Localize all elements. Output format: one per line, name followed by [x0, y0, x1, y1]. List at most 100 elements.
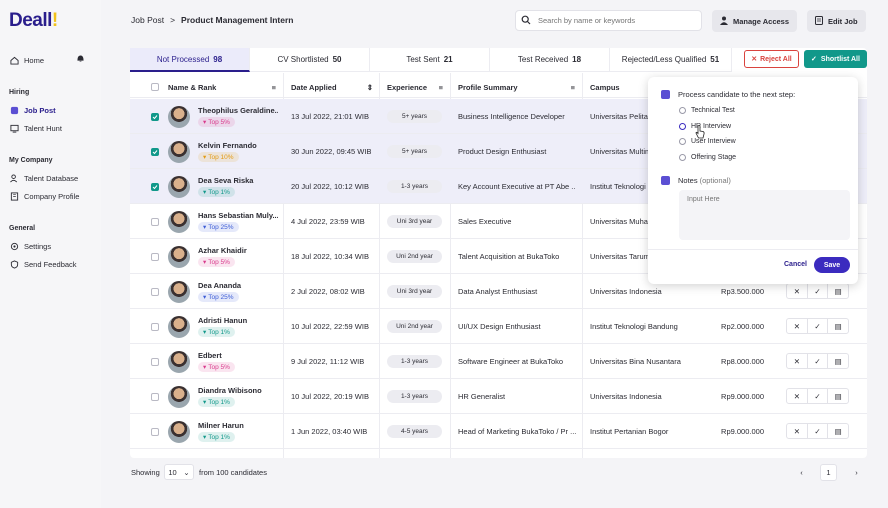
reject-candidate-button[interactable]: ✕ [787, 284, 808, 298]
candidate-name[interactable]: Dea Ananda [198, 281, 242, 290]
filter-icon[interactable]: ≡ [570, 82, 575, 92]
view-document-button[interactable]: ▤ [828, 284, 848, 298]
page-number-button[interactable]: 1 [820, 464, 837, 481]
shortlist-candidate-button[interactable]: ✓ [808, 389, 829, 403]
shortlist-all-button[interactable]: ✓ Shortlist All [804, 50, 867, 68]
option-offering-stage[interactable]: Offering Stage [679, 152, 736, 162]
avatar[interactable] [168, 245, 190, 268]
notes-input[interactable] [679, 190, 850, 240]
shortlist-candidate-button[interactable]: ✓ [808, 319, 829, 333]
row-checkbox[interactable] [151, 217, 159, 226]
avatar[interactable] [168, 420, 190, 443]
view-document-button[interactable]: ▤ [828, 354, 848, 368]
option-technical-test[interactable]: Technical Test [679, 105, 735, 115]
table-row[interactable]: Diandra Wibisono ▾ Top 1% 10 Jul 2022, 20… [130, 379, 867, 414]
radio-button[interactable] [679, 106, 686, 114]
reject-candidate-button[interactable]: ✕ [787, 424, 808, 438]
cancel-button[interactable]: Cancel [784, 261, 807, 268]
select-all-checkbox[interactable] [151, 83, 159, 91]
radio-button[interactable] [679, 122, 686, 130]
avatar[interactable] [168, 280, 190, 303]
candidate-name[interactable]: Adristi Hanun [198, 316, 248, 325]
row-checkbox[interactable] [151, 392, 159, 401]
avatar[interactable] [168, 140, 190, 163]
view-document-button[interactable]: ▤ [828, 389, 848, 403]
tab-cv-shortlisted[interactable]: CV Shortlisted 50 [250, 48, 370, 72]
option-hr-interview[interactable]: HR Interview [679, 121, 731, 131]
row-checkbox[interactable] [151, 357, 159, 366]
view-document-button[interactable]: ▤ [828, 319, 848, 333]
table-row[interactable]: Dea Ananda ▾ Top 25% 2 Jul 2022, 08:02 WI… [130, 274, 867, 309]
breadcrumb-root[interactable]: Job Post [131, 15, 165, 25]
candidate-name[interactable]: Edbert [198, 351, 222, 360]
candidate-name[interactable]: Diandra Wibisono [198, 386, 262, 395]
shortlist-candidate-button[interactable]: ✓ [808, 354, 829, 368]
table-row[interactable]: Edbert ▾ Top 5% 9 Jul 2022, 11:12 WIB 1-3… [130, 344, 867, 379]
manage-access-button[interactable]: Manage Access [712, 10, 798, 32]
column-name-rank[interactable]: Name & Rank ≡ [168, 76, 276, 98]
column-profile-summary[interactable]: Profile Summary ≡ [458, 76, 575, 98]
sidebar-item-home[interactable]: Home [9, 54, 44, 66]
radio-button[interactable] [679, 137, 686, 145]
reject-all-button[interactable]: ✕ Reject All [744, 50, 799, 68]
row-checkbox[interactable] [151, 112, 159, 121]
sidebar-item-talent-hunt[interactable]: Talent Hunt [9, 122, 62, 134]
candidate-name[interactable]: Hans Sebastian Muly... [198, 211, 278, 220]
sidebar-item-job-post[interactable]: Job Post [9, 104, 56, 116]
sidebar-item-company-profile[interactable]: Company Profile [9, 190, 79, 202]
column-date-applied[interactable]: Date Applied ⇕ [291, 76, 373, 98]
shortlist-candidate-button[interactable]: ✓ [808, 284, 829, 298]
nav-section-hiring: Hiring [9, 89, 30, 96]
process-icon [661, 90, 670, 99]
search-input[interactable] [538, 16, 688, 25]
tab-rejected[interactable]: Rejected/Less Qualified 51 [610, 48, 732, 72]
filter-icon[interactable]: ≡ [438, 82, 443, 92]
view-document-button[interactable]: ▤ [828, 424, 848, 438]
row-checkbox[interactable] [151, 427, 159, 436]
radio-button[interactable] [679, 153, 686, 161]
candidate-name[interactable]: Dea Seva Riska [198, 176, 254, 185]
tab-test-received[interactable]: Test Received 18 [490, 48, 610, 72]
edit-job-button[interactable]: Edit Job [807, 10, 866, 32]
row-checkbox[interactable] [151, 322, 159, 331]
candidate-name[interactable]: Kelvin Fernando [198, 141, 257, 150]
candidate-name[interactable]: Milner Harun [198, 421, 244, 430]
reject-candidate-button[interactable]: ✕ [787, 354, 808, 368]
next-page-button[interactable]: › [848, 464, 865, 481]
row-checkbox[interactable] [151, 147, 159, 156]
row-checkbox[interactable] [151, 182, 159, 191]
deall-logo[interactable]: Deall! [9, 10, 58, 31]
candidate-name[interactable]: Theophilus Geraldine... [198, 106, 278, 115]
sidebar-item-talent-database[interactable]: Talent Database [9, 172, 78, 184]
sidebar-item-send-feedback[interactable]: Send Feedback [9, 258, 77, 270]
reject-candidate-button[interactable]: ✕ [787, 319, 808, 333]
option-user-interview[interactable]: User Interview [679, 136, 736, 146]
search-bar[interactable] [515, 10, 702, 31]
table-row[interactable]: Milner Harun ▾ Top 1% 1 Jun 2022, 03:40 W… [130, 414, 867, 449]
avatar[interactable] [168, 350, 190, 373]
prev-page-button[interactable]: ‹ [793, 464, 810, 481]
filter-icon[interactable]: ≡ [271, 82, 276, 92]
search-icon [521, 15, 531, 27]
column-campus[interactable]: Campus [590, 76, 620, 98]
tab-not-processed[interactable]: Not Processed 98 [130, 48, 250, 72]
tab-test-sent[interactable]: Test Sent 21 [370, 48, 490, 72]
row-checkbox[interactable] [151, 252, 159, 261]
bell-icon[interactable] [76, 54, 85, 63]
avatar[interactable] [168, 315, 190, 338]
sidebar-item-settings[interactable]: Settings [9, 240, 51, 252]
experience-pill: 5+ years [387, 145, 442, 158]
table-row[interactable]: Adristi Hanun ▾ Top 1% 10 Jul 2022, 22:59… [130, 309, 867, 344]
save-button[interactable]: Save [814, 257, 850, 273]
shortlist-candidate-button[interactable]: ✓ [808, 424, 829, 438]
reject-candidate-button[interactable]: ✕ [787, 389, 808, 403]
page-size-select[interactable]: 10 ⌄ [164, 464, 194, 480]
avatar[interactable] [168, 210, 190, 233]
avatar[interactable] [168, 385, 190, 408]
column-experience[interactable]: Experience ≡ [387, 76, 443, 98]
candidate-name[interactable]: Azhar Khaidir [198, 246, 247, 255]
avatar[interactable] [168, 175, 190, 198]
row-checkbox[interactable] [151, 287, 159, 296]
avatar[interactable] [168, 105, 190, 128]
sort-icon[interactable]: ⇕ [366, 82, 373, 92]
